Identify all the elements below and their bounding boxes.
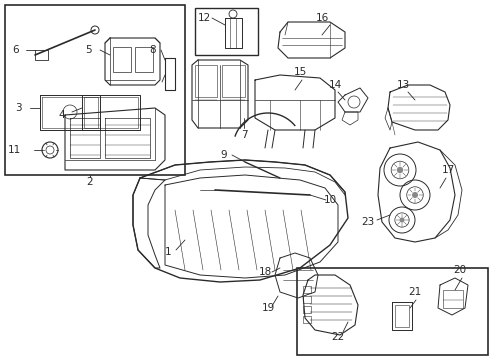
Text: 11: 11 bbox=[7, 145, 21, 155]
Text: 23: 23 bbox=[361, 217, 375, 227]
Bar bbox=[443, 290, 463, 308]
Circle shape bbox=[412, 192, 418, 198]
Text: 17: 17 bbox=[441, 165, 455, 175]
Text: 22: 22 bbox=[331, 332, 344, 342]
Text: 12: 12 bbox=[198, 13, 211, 23]
Text: 16: 16 bbox=[316, 13, 329, 23]
Text: 4: 4 bbox=[59, 110, 65, 120]
Text: 18: 18 bbox=[258, 267, 271, 277]
Text: 1: 1 bbox=[165, 247, 172, 257]
Bar bbox=[303, 316, 311, 323]
Text: 14: 14 bbox=[328, 80, 342, 90]
Text: 5: 5 bbox=[85, 45, 91, 55]
Text: 10: 10 bbox=[323, 195, 337, 205]
Text: 20: 20 bbox=[453, 265, 466, 275]
Bar bbox=[222, 65, 245, 97]
Text: 21: 21 bbox=[408, 287, 421, 297]
Bar bbox=[297, 268, 488, 355]
Circle shape bbox=[397, 167, 403, 173]
Bar bbox=[303, 286, 311, 293]
Bar bbox=[395, 305, 409, 327]
Text: 13: 13 bbox=[396, 80, 410, 90]
Text: 6: 6 bbox=[13, 45, 19, 55]
Bar bbox=[113, 47, 131, 72]
Bar bbox=[5, 5, 185, 175]
Bar bbox=[303, 306, 311, 313]
Text: 3: 3 bbox=[15, 103, 21, 113]
Text: 9: 9 bbox=[220, 150, 227, 160]
Text: 15: 15 bbox=[294, 67, 307, 77]
Text: 8: 8 bbox=[149, 45, 156, 55]
Text: 19: 19 bbox=[261, 303, 274, 313]
Circle shape bbox=[399, 217, 405, 222]
Bar bbox=[303, 296, 311, 303]
Bar bbox=[135, 47, 153, 72]
Bar bbox=[195, 8, 258, 55]
Text: 7: 7 bbox=[241, 130, 247, 140]
Text: 2: 2 bbox=[87, 177, 93, 187]
Bar bbox=[195, 65, 217, 97]
